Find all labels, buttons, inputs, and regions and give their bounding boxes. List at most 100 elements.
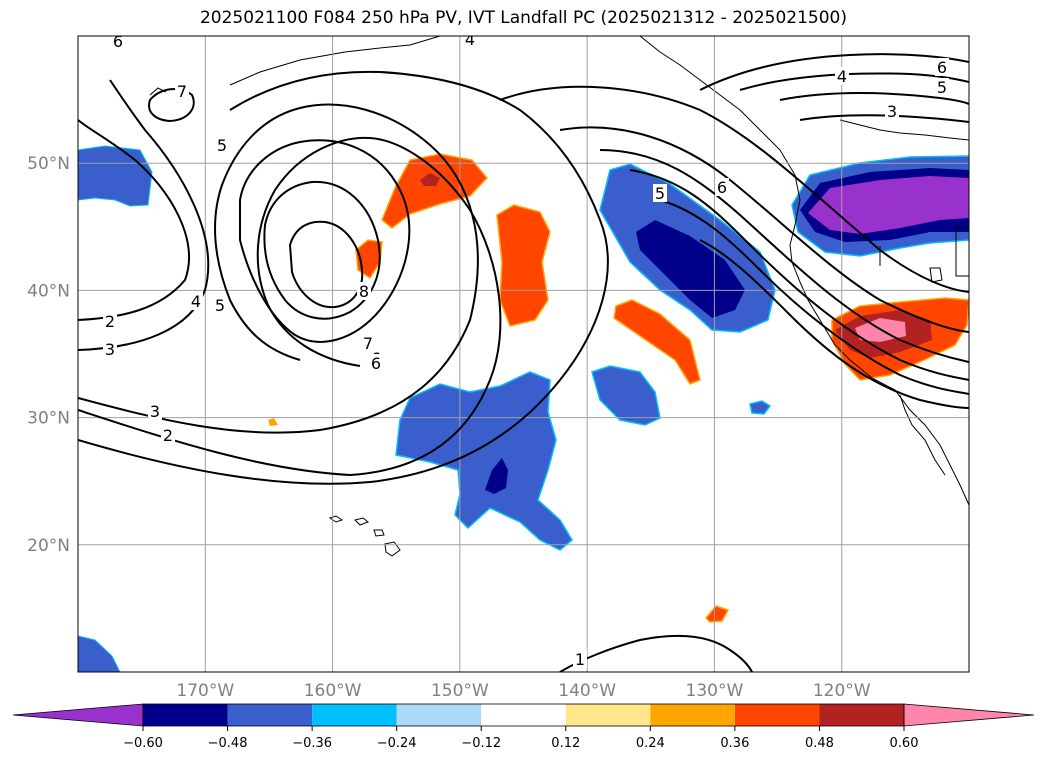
contour-line — [559, 126, 969, 333]
contour-label-bg — [885, 102, 899, 120]
contour-label-bg — [835, 67, 849, 85]
contour-line — [499, 85, 969, 293]
colorbar-segment — [734, 704, 820, 726]
contour-line — [699, 239, 969, 409]
negative-region-northwest — [78, 145, 153, 207]
contour-label-bg — [103, 340, 117, 358]
longitude-labels: 170°W 160°W 150°W 140°W 130°W 120°W — [176, 681, 870, 701]
colorbar-tick-label: 0.48 — [805, 736, 834, 751]
contour-line — [599, 149, 969, 363]
contour-line — [78, 103, 479, 434]
figure-title: 2025021100 F084 250 hPa PV, IVT Landfall… — [199, 8, 847, 28]
contour-label-bg — [175, 82, 189, 100]
contour-label: 6 — [113, 32, 123, 51]
contour-line — [559, 634, 753, 672]
contour-label-bg — [213, 296, 227, 314]
contour-label-bg — [573, 650, 587, 668]
contour-line — [239, 139, 411, 343]
contour-label: 6 — [371, 354, 381, 373]
negative-region-north-america-core — [808, 176, 969, 234]
positive-region-central-north-core — [420, 173, 440, 186]
hawaii-island-4 — [384, 541, 401, 557]
contour-label-bg — [103, 312, 117, 330]
hawaii-island-3 — [373, 529, 385, 537]
contour-labels: 647564653562458763213 — [103, 32, 949, 669]
contour-line — [78, 136, 502, 477]
colorbar-tick-label: −0.48 — [208, 736, 248, 751]
contour-label-bg — [463, 36, 477, 48]
colorbar-tick-label: −0.36 — [292, 736, 332, 751]
contour-label-bg — [715, 178, 729, 196]
contour-label: 5 — [655, 184, 665, 203]
lat-tick-label: 20°N — [27, 536, 70, 556]
contour-line — [659, 199, 969, 395]
contour-label: 5 — [217, 136, 227, 155]
negative-region-coastal-core — [636, 220, 745, 318]
contour-line — [78, 79, 210, 351]
contour-label: 5 — [937, 78, 947, 97]
contour-label: 6 — [717, 178, 727, 197]
positive-region-central — [496, 204, 551, 327]
lon-tick-label: 150°W — [431, 681, 489, 701]
colorbar-segment — [227, 704, 313, 726]
colorbar-outline — [142, 703, 905, 727]
colorbar-tick-label: −0.60 — [123, 736, 163, 751]
coastlines — [149, 36, 969, 557]
colorbar-segment — [143, 704, 228, 726]
contour-label-bg — [653, 184, 667, 202]
positive-region-central-north — [381, 153, 489, 229]
contour-label-bg — [369, 354, 383, 372]
contour-label: 1 — [575, 650, 585, 669]
contour-label-bg — [148, 402, 162, 420]
pv-contours — [78, 53, 969, 672]
positive-region-southeast-band — [613, 299, 701, 385]
contour-label: 4 — [191, 292, 201, 311]
lon-tick-label: 170°W — [176, 681, 234, 701]
contour-line — [78, 70, 609, 485]
contour-label: 6 — [937, 58, 947, 77]
contour-label-bg — [361, 334, 375, 352]
colorbar-segment — [396, 704, 482, 726]
contour-line — [78, 119, 190, 321]
colorbar-tick-label: 0.36 — [720, 736, 749, 751]
contour-line — [779, 92, 969, 105]
colorbar-segment — [819, 704, 904, 726]
contour-line — [263, 180, 381, 320]
negative-region-southwest — [78, 635, 121, 672]
lat-tick-label: 30°N — [27, 409, 70, 429]
contour-label: 2 — [163, 426, 173, 445]
hawaii-island-1 — [328, 515, 344, 523]
contour-label-bg — [111, 36, 125, 50]
contour-label: 3 — [105, 340, 115, 359]
contour-line — [799, 114, 969, 123]
contour-label: 7 — [363, 334, 373, 353]
lat-tick-label: 50°N — [27, 154, 70, 174]
map-frame — [77, 35, 970, 673]
contour-label: 3 — [887, 102, 897, 121]
colorbar: −0.60 −0.48 −0.36 −0.24 −0.12 0.12 0.24 0.36 0.4… — [12, 703, 1035, 751]
colorbar-extend-high — [903, 703, 1035, 727]
contour-label: 8 — [359, 282, 369, 301]
colorbar-tick-label: 0.60 — [890, 736, 919, 751]
contour-label-bg — [161, 426, 175, 444]
negative-region-small-2 — [749, 400, 772, 415]
latitude-labels: 20°N 30°N 40°N 50°N — [27, 154, 70, 556]
contour-label-bg — [189, 292, 203, 310]
contour-line — [148, 88, 195, 123]
lon-tick-label: 160°W — [304, 681, 362, 701]
negative-region-south-central-core — [485, 458, 508, 494]
lon-tick-label: 140°W — [558, 681, 616, 701]
lat-tick-label: 40°N — [27, 281, 70, 301]
contour-line — [629, 169, 969, 381]
contour-line — [739, 72, 969, 91]
hawaii-island-2 — [354, 517, 369, 526]
lon-tick-label: 130°W — [686, 681, 744, 701]
colorbar-tick-label: −0.24 — [377, 736, 417, 751]
colorbar-tick-label: 0.24 — [636, 736, 665, 751]
colorbar-segment — [650, 704, 735, 726]
contour-label-bg — [935, 78, 949, 96]
contour-label-bg — [357, 282, 371, 300]
contour-line — [699, 53, 969, 91]
contour-label: 5 — [215, 296, 225, 315]
